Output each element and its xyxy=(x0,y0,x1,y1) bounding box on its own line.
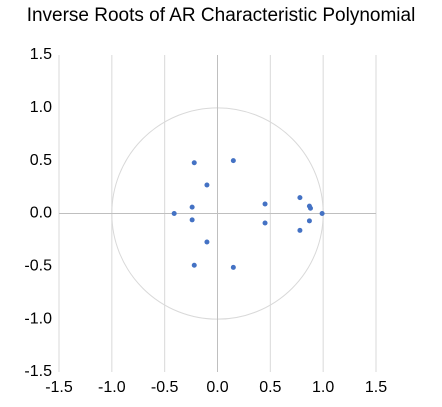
point xyxy=(262,220,268,226)
point xyxy=(230,158,236,164)
x-tick-label: 1.0 xyxy=(312,379,334,396)
y-tick-label: 1.0 xyxy=(30,99,52,116)
x-tick-label: 1.5 xyxy=(365,379,387,396)
y-tick-label: -1.0 xyxy=(24,310,52,327)
point xyxy=(297,195,303,201)
point xyxy=(191,262,197,268)
y-tick-label: -0.5 xyxy=(24,258,52,275)
point xyxy=(262,201,268,207)
point xyxy=(306,218,312,224)
x-tick-label: -1.0 xyxy=(98,379,126,396)
point xyxy=(189,217,195,223)
point xyxy=(307,205,313,211)
y-tick-label: 0.5 xyxy=(30,152,52,169)
x-tick-label: -0.5 xyxy=(151,379,179,396)
point xyxy=(230,264,236,270)
point xyxy=(171,211,177,216)
chart-title: Inverse Roots of AR Characteristic Polyn… xyxy=(27,5,416,26)
x-tick-label: 0.5 xyxy=(259,379,281,396)
y-tick-label: 1.5 xyxy=(30,46,52,63)
point xyxy=(297,227,303,233)
point xyxy=(204,239,210,245)
y-tick-label: -1.5 xyxy=(24,363,52,380)
point xyxy=(191,160,197,166)
point xyxy=(319,211,325,216)
point xyxy=(204,182,210,188)
y-tick-label: 0.0 xyxy=(30,205,52,222)
x-tick-label: -1.5 xyxy=(45,379,73,396)
x-tick-label: 0.0 xyxy=(206,379,228,396)
point xyxy=(189,204,195,210)
